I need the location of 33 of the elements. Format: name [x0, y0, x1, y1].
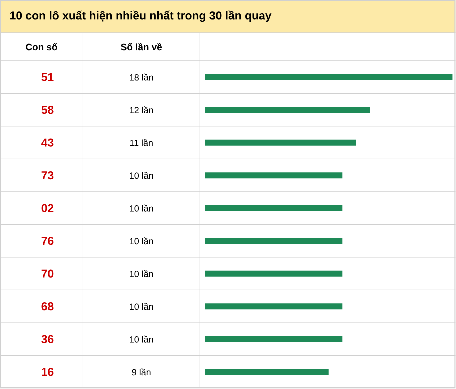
- y-tick-label: 16: [42, 368, 54, 376]
- data-label: 12 lần: [130, 106, 154, 114]
- data-label: 10 lần: [130, 303, 154, 310]
- bar: [205, 336, 343, 342]
- bar: [205, 205, 343, 212]
- bar: [205, 270, 343, 277]
- bar: [205, 140, 356, 146]
- y-tick-label: 51: [42, 73, 54, 82]
- y-tick-label: 43: [42, 138, 54, 147]
- bar: [205, 304, 343, 310]
- text: Con số: [26, 43, 58, 51]
- bar: [205, 74, 453, 80]
- y-tick-label: 76: [42, 237, 54, 246]
- data-label: 10 lần: [130, 336, 154, 343]
- bar: [205, 107, 370, 114]
- y-tick-label: 02: [42, 204, 54, 212]
- data-label: 11 lần: [130, 139, 153, 146]
- y-tick-label: 58: [42, 106, 54, 114]
- data-label: 10 lần: [130, 238, 154, 245]
- data-label: 9 lần: [132, 368, 151, 376]
- bar: [205, 369, 329, 376]
- data-label: 10 lần: [130, 270, 154, 278]
- chart-title: 10 con lô xuất hiện nhiều nhất trong 30 lần quay: [10, 10, 272, 22]
- bar: [205, 172, 343, 179]
- text: Số lần về: [121, 43, 162, 51]
- y-tick-label: 70: [42, 270, 54, 278]
- y-tick-label: 36: [42, 335, 54, 344]
- data-label: 18 lần: [130, 74, 154, 81]
- y-tick-label: 68: [42, 302, 54, 311]
- data-label: 10 lần: [130, 172, 154, 180]
- bar: [205, 238, 343, 244]
- data-label: 10 lần: [130, 204, 154, 212]
- y-tick-label: 73: [42, 172, 54, 180]
